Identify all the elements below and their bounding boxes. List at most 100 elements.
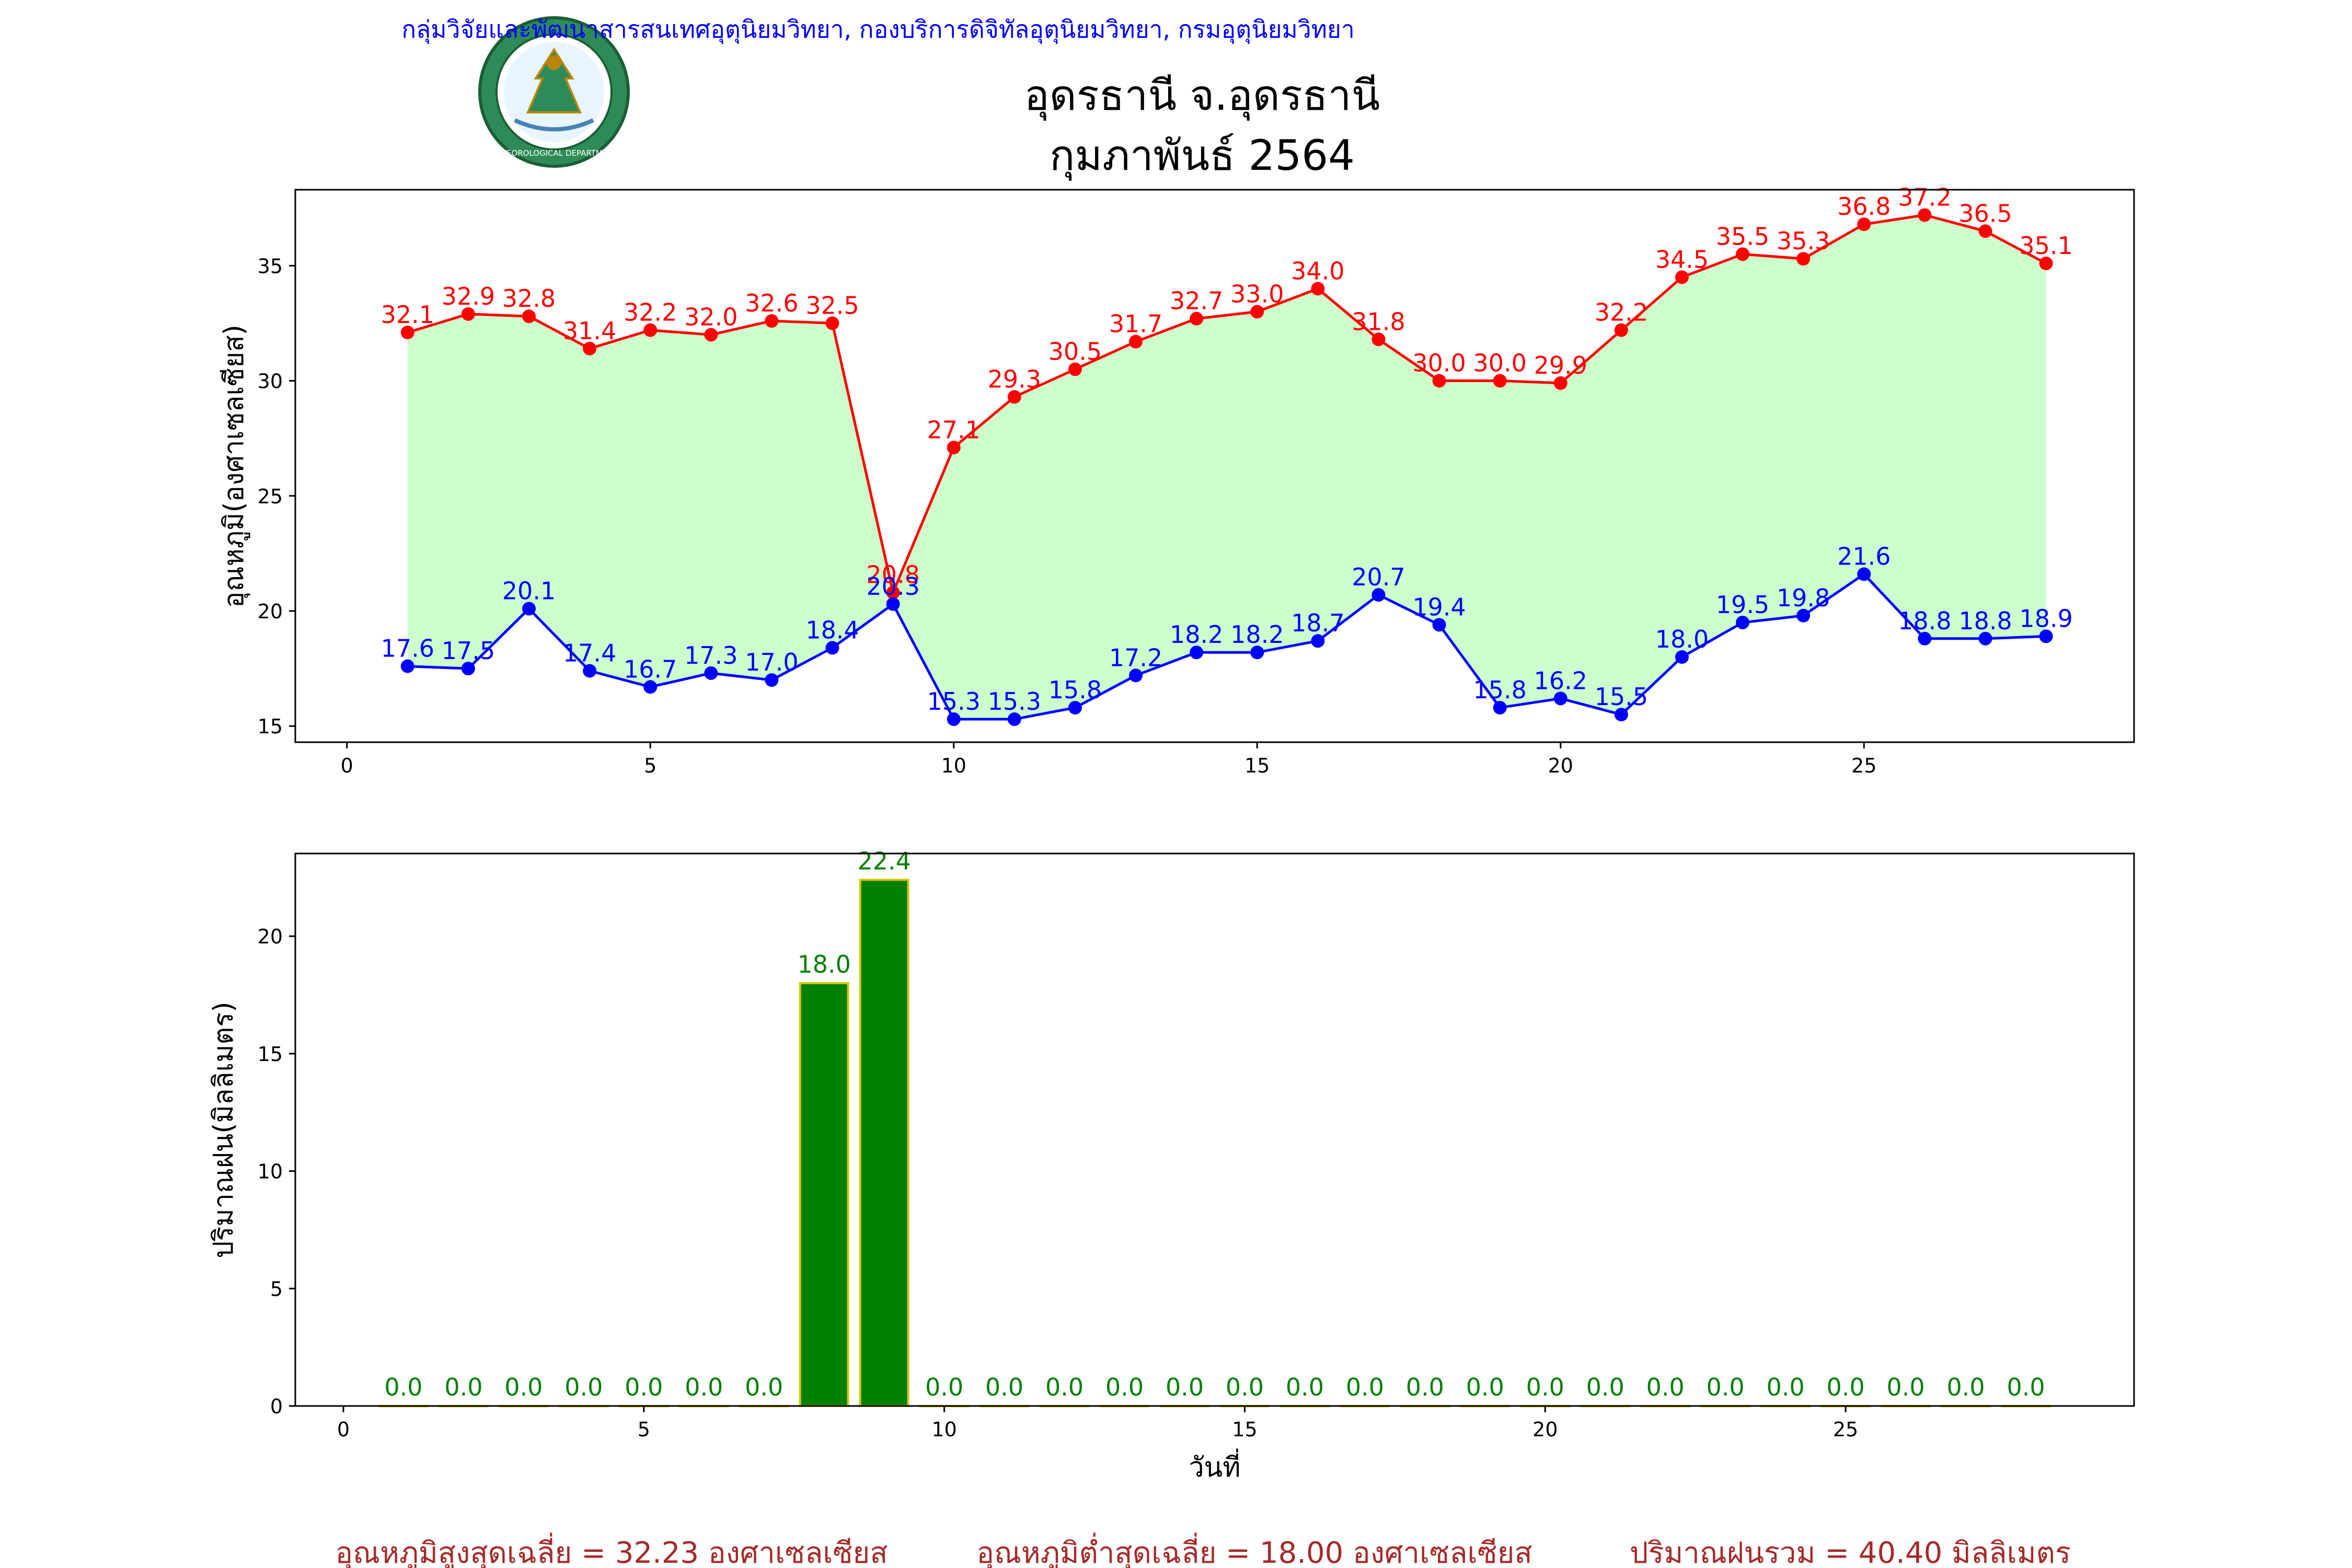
max-temperature-point — [1371, 332, 1386, 347]
max-temperature-point — [1190, 312, 1204, 326]
temperature-x-tick-label: 15 — [1244, 754, 1270, 777]
min-temperature-point — [1857, 567, 1871, 581]
max-temperature-label: 32.0 — [684, 303, 737, 331]
min-temperature-label: 18.8 — [1958, 607, 2012, 635]
min-temperature-point — [1129, 668, 1143, 683]
rain-bar-label: 0.0 — [1947, 1373, 1985, 1401]
logo-text: METEOROLOGICAL DEPARTMENT — [490, 148, 618, 158]
min-temperature-point — [1614, 708, 1628, 722]
max-temperature-point — [1129, 335, 1143, 349]
min-temperature-point — [461, 662, 475, 676]
max-temperature-point — [1553, 376, 1567, 390]
max-temperature-point — [643, 323, 658, 337]
max-temperature-label: 37.2 — [1898, 183, 1951, 211]
min-temperature-point — [1432, 618, 1446, 632]
rain-bar-label: 0.0 — [384, 1373, 422, 1401]
min-temperature-point — [1675, 650, 1689, 664]
rain-bar-label: 0.0 — [1827, 1373, 1865, 1401]
min-temperature-point — [643, 680, 658, 694]
min-temperature-label: 19.8 — [1777, 584, 1830, 612]
min-temperature-line — [407, 572, 2046, 721]
rainfall-x-tick-label: 5 — [638, 1418, 650, 1441]
min-temperature-point — [400, 659, 414, 673]
max-temperature-label: 27.1 — [927, 416, 981, 444]
max-temperature-label: 29.9 — [1534, 351, 1587, 379]
max-temperature-point — [947, 441, 961, 455]
max-temperature-point — [1857, 217, 1871, 232]
temperature-y-tick-label: 15 — [258, 715, 283, 738]
min-temperature-point — [1553, 691, 1567, 706]
min-temperature-label: 18.7 — [1291, 609, 1344, 637]
rainfall-x-label: วันที่ — [1189, 1448, 1240, 1483]
max-temperature-point — [886, 585, 900, 599]
rain-bar-label: 0.0 — [1466, 1373, 1504, 1401]
min-temperature-point — [825, 641, 839, 655]
max-temperature-point — [765, 314, 779, 328]
rain-bar-label: 0.0 — [1105, 1373, 1144, 1401]
min-temperature-point — [765, 673, 779, 687]
rainfall-x-tick-label: 15 — [1232, 1418, 1257, 1441]
rainfall-y-tick-label: 5 — [270, 1277, 283, 1300]
min-temperature-point — [1250, 645, 1264, 660]
max-temperature-label: 31.7 — [1109, 310, 1162, 338]
max-temperature-point — [2039, 256, 2053, 270]
max-temperature-point — [400, 326, 414, 340]
max-temperature-point — [825, 316, 839, 330]
chart-title: อุดรธานี จ.อุดรธานี — [1024, 71, 1380, 121]
max-temperature-label: 35.3 — [1777, 227, 1830, 255]
max-temperature-point — [1007, 390, 1021, 404]
min-temperature-point — [522, 602, 536, 616]
temperature-y-tick-label: 35 — [258, 255, 283, 278]
min-temperature-point — [1190, 645, 1204, 660]
rain-bar-label: 0.0 — [1045, 1373, 1083, 1401]
rainfall-y-tick-label: 20 — [258, 925, 283, 948]
max-temperature-point — [1068, 362, 1082, 376]
agency-line: กลุ่มวิจัยและพัฒนาสารสนเทศอุตุนิยมวิทยา,… — [401, 15, 1355, 44]
min-temperature-point — [1371, 588, 1386, 602]
max-temperature-point — [1250, 305, 1264, 319]
footer-rain-total: ปริมาณฝนรวม = 40.40 มิลลิเมตร — [1630, 1536, 2071, 1568]
max-temperature-point — [1311, 282, 1325, 296]
rainfall-y-tick-label: 0 — [270, 1395, 283, 1418]
rain-bar-label: 0.0 — [625, 1373, 663, 1401]
min-temperature-point — [1796, 608, 1811, 622]
rain-bar — [859, 879, 909, 1408]
max-temperature-point — [1978, 224, 1992, 238]
min-temperature-label: 17.2 — [1109, 643, 1162, 672]
rain-bar-label: 0.0 — [745, 1373, 783, 1401]
min-temperature-label: 15.3 — [927, 687, 981, 716]
rainfall-x-tick-label: 10 — [931, 1418, 956, 1441]
rain-bar-label: 0.0 — [925, 1373, 963, 1401]
min-temperature-point — [947, 712, 961, 726]
max-temperature-label: 35.5 — [1716, 222, 1769, 250]
min-temperature-point — [1978, 631, 1992, 645]
max-temperature-label: 20.8 — [866, 561, 919, 589]
temperature-x-tick-label: 0 — [341, 754, 353, 777]
temperature-x-tick-label: 20 — [1548, 754, 1573, 777]
chart-subtitle: กุมภาพันธ์ 2564 — [1050, 131, 1355, 181]
rainfall-plot-frame — [294, 852, 2135, 1407]
min-temperature-label: 20.1 — [502, 577, 556, 605]
max-temperature-label: 30.5 — [1048, 338, 1102, 366]
max-temperature-label: 35.1 — [2019, 232, 2072, 260]
min-temperature-point — [1493, 700, 1507, 714]
min-temperature-label: 17.4 — [563, 639, 616, 667]
temperature-x-tick-label: 10 — [941, 754, 966, 777]
rain-bar-label: 0.0 — [2007, 1373, 2045, 1401]
min-temperature-label: 18.9 — [2019, 604, 2072, 632]
min-temperature-label: 15.8 — [1473, 676, 1526, 704]
rain-bar-label: 0.0 — [564, 1373, 603, 1401]
min-temperature-label: 17.0 — [745, 648, 798, 676]
max-temperature-label: 36.5 — [1958, 199, 2012, 227]
rain-bar-label: 0.0 — [1406, 1373, 1444, 1401]
rainfall-y-label: ปริมาณฝน(มิลลิเมตร) — [208, 1001, 239, 1258]
rain-bar-label: 0.0 — [444, 1373, 482, 1401]
temperature-y-tick-label: 25 — [258, 485, 283, 508]
max-temperature-point — [1614, 323, 1628, 337]
rain-bar-label: 0.0 — [1586, 1373, 1624, 1401]
rainfall-y-tick-label: 15 — [258, 1043, 283, 1066]
temperature-y-tick-label: 30 — [258, 370, 283, 393]
rainfall-x-tick-label: 25 — [1833, 1418, 1858, 1441]
min-temperature-point — [1736, 615, 1750, 629]
temperature-y-tick-label: 20 — [258, 600, 283, 623]
